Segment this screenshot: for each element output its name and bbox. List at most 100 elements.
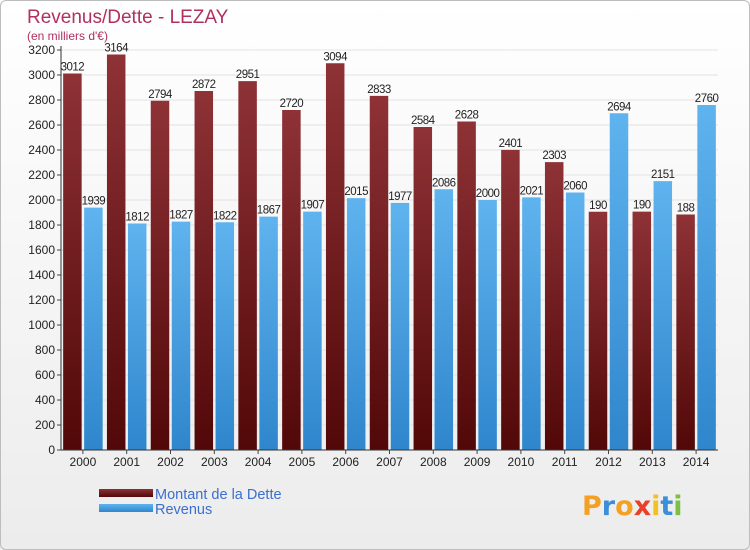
y-tick-label: 1000: [28, 318, 55, 332]
data-label-debt-2002: 2794: [148, 89, 173, 101]
y-tick-label: 400: [35, 393, 55, 407]
legend-label-debt: Montant de la Dette: [155, 487, 282, 503]
x-tick-label: 2009: [464, 455, 491, 469]
x-axis-ticks: 2000 2001 2002 2003 2004 2005 2006 2007 2008 2009…: [70, 450, 710, 469]
y-tick-label: 200: [35, 418, 55, 432]
chart-subtitle: (en milliers d'€): [27, 29, 108, 43]
data-labels: 3012 1939 3164 1812 2794 1827 2872 1822 2951 1867…: [61, 43, 719, 224]
x-tick-label: 2004: [245, 455, 272, 469]
y-tick-label: 2600: [28, 118, 55, 132]
bar-debt-2001: [106, 54, 126, 450]
x-tick-label: 2000: [70, 455, 97, 469]
bar-revenus-2011: [565, 192, 585, 450]
y-tick-label: 0: [48, 443, 55, 457]
bar-debt-2007: [369, 95, 389, 450]
chart-title: Revenus/Dette - LEZAY: [27, 7, 229, 28]
bar-debt-2002: [150, 100, 170, 450]
data-label-debt-2008: 2584: [411, 115, 436, 127]
y-tick-label: 3000: [28, 68, 55, 82]
data-label-revenus-2000: 1939: [82, 196, 106, 208]
data-label-debt-2014: 188: [677, 203, 695, 215]
bar-revenus-2001: [127, 223, 147, 450]
data-label-debt-2005: 2720: [280, 98, 304, 110]
data-label-revenus-2005: 1907: [301, 200, 325, 212]
bar-revenus-2006: [346, 198, 366, 450]
y-axis-ticks: 0 200 400 600 800 1000 1200 1400 1600 1800 2000 220…: [28, 43, 61, 457]
x-tick-label: 2008: [420, 455, 447, 469]
bar-debt-2008: [413, 127, 433, 450]
bar-debt-2010: [501, 149, 520, 450]
x-tick-label: 2010: [508, 455, 535, 469]
logo-letter: P: [582, 491, 602, 522]
bar-debt-2013: [632, 211, 652, 450]
data-label-debt-2006: 3094: [323, 51, 348, 63]
bar-revenus-2009: [478, 200, 497, 450]
bar-debt-2000: [63, 73, 82, 450]
x-tick-label: 2003: [201, 455, 228, 469]
bar-debt-2014: [676, 214, 695, 450]
y-tick-label: 1200: [28, 293, 55, 307]
y-tick-label: 2800: [28, 93, 55, 107]
bar-revenus-2003: [215, 222, 235, 450]
data-label-revenus-2008: 2086: [432, 177, 456, 189]
bar-debt-2004: [238, 81, 257, 450]
bar-revenus-2014: [697, 105, 716, 450]
x-tick-label: 2012: [595, 455, 622, 469]
legend-swatch-revenus: [99, 504, 153, 512]
bar-debt-2012: [588, 211, 608, 450]
data-label-debt-2001: 3164: [104, 43, 129, 55]
data-label-revenus-2009: 2000: [476, 188, 500, 200]
y-tick-label: 600: [35, 368, 55, 382]
logo-letter: r: [602, 491, 616, 522]
x-tick-label: 2005: [289, 455, 316, 469]
data-label-revenus-2011: 2060: [563, 181, 587, 193]
bars: [63, 54, 716, 450]
data-label-revenus-2010: 2021: [520, 185, 544, 197]
logo-letter: t: [660, 491, 673, 522]
data-label-revenus-2004: 1867: [257, 205, 281, 217]
bar-revenus-2013: [653, 181, 673, 450]
logo-letter: i: [651, 491, 660, 522]
x-tick-label: 2002: [157, 455, 184, 469]
x-tick-label: 2006: [332, 455, 359, 469]
logo-letter: o: [615, 491, 634, 522]
y-tick-label: 2200: [28, 168, 55, 182]
proxiti-logo: Proxiti: [582, 491, 683, 522]
bar-debt-2003: [194, 91, 214, 450]
bar-revenus-2008: [434, 189, 454, 450]
y-tick-label: 800: [35, 343, 55, 357]
data-label-debt-2012: 190: [589, 200, 607, 212]
data-label-revenus-2007: 1977: [388, 191, 412, 203]
y-tick-label: 1600: [28, 243, 55, 257]
data-label-revenus-2003: 1822: [213, 210, 237, 222]
data-label-debt-2003: 2872: [192, 79, 216, 91]
bar-revenus-2010: [522, 197, 541, 450]
bar-revenus-2002: [171, 221, 191, 450]
bar-revenus-2012: [609, 113, 629, 450]
data-label-revenus-2012: 2694: [607, 101, 632, 113]
x-tick-label: 2014: [683, 455, 710, 469]
logo-letter: i: [673, 491, 682, 522]
data-label-debt-2004: 2951: [236, 69, 260, 81]
bar-revenus-2004: [259, 216, 278, 450]
data-label-debt-2011: 2303: [542, 150, 566, 162]
y-tick-label: 2400: [28, 143, 55, 157]
data-label-debt-2009: 2628: [455, 110, 479, 122]
data-label-debt-2007: 2833: [367, 84, 391, 96]
bar-revenus-2005: [303, 211, 322, 450]
bar-debt-2006: [325, 63, 345, 450]
bar-revenus-2007: [390, 202, 410, 450]
y-tick-label: 1800: [28, 218, 55, 232]
data-label-revenus-2013: 2151: [651, 169, 675, 181]
bar-revenus-2000: [84, 207, 103, 450]
data-label-revenus-2001: 1812: [125, 212, 149, 224]
grid-lines: [61, 49, 718, 451]
x-tick-label: 2007: [376, 455, 403, 469]
y-tick-label: 2000: [28, 193, 55, 207]
x-tick-label: 2011: [552, 455, 578, 469]
data-label-debt-2000: 3012: [61, 62, 85, 74]
bar-debt-2009: [457, 121, 476, 450]
logo-letter: x: [634, 491, 651, 522]
y-tick-label: 3200: [28, 43, 55, 57]
